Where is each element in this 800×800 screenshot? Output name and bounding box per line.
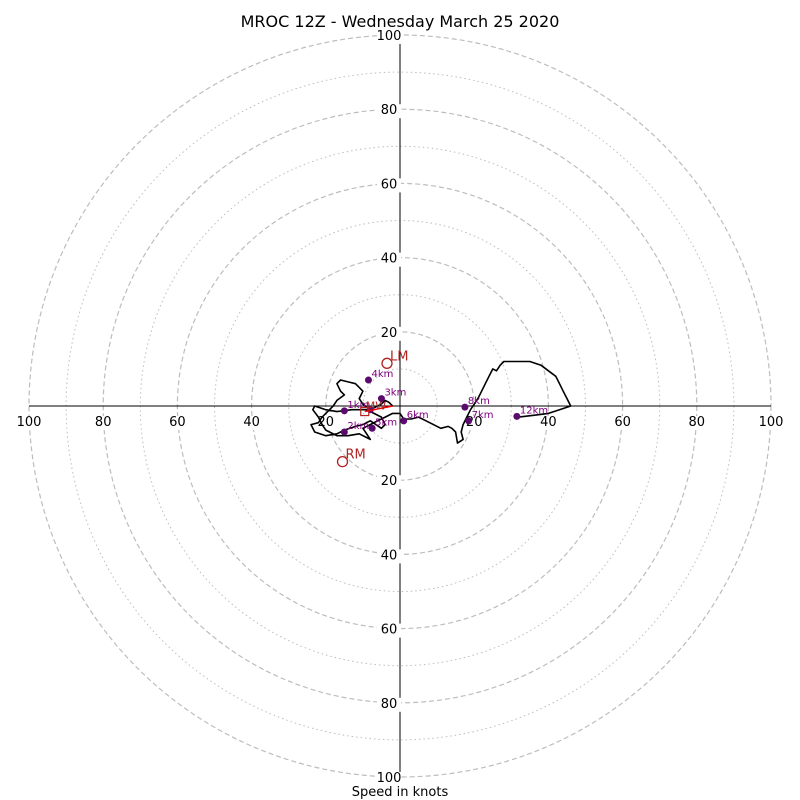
storm-motion-rm-label: RM — [345, 448, 365, 463]
y-tick-top-60-bg — [377, 178, 401, 193]
x-tick-left-80-bg — [91, 416, 116, 430]
x-tick-left-100: 100 — [17, 415, 42, 430]
x-tick-right-80: 80 — [689, 415, 706, 430]
x-tick-left-60-bg — [165, 416, 190, 430]
y-tick-bottom-20-bg — [377, 475, 401, 490]
x-tick-left-40: 40 — [243, 415, 260, 430]
x-tick-right-40: 40 — [540, 415, 557, 430]
height-marker-4km-label: 4km — [371, 369, 393, 380]
x-tick-right-40-bg — [536, 416, 561, 430]
y-tick-top-20-bg — [377, 326, 401, 341]
x-tick-left-40-bg — [239, 416, 264, 430]
y-tick-bottom-60: 60 — [381, 623, 398, 638]
x-tick-left-80: 80 — [95, 415, 112, 430]
height-marker-2km-label: 2km — [347, 421, 369, 432]
x-tick-left-100-bg — [17, 416, 41, 430]
x-tick-right-80-bg — [684, 416, 709, 430]
height-marker-3km — [377, 395, 385, 403]
mean-wind-marker — [360, 406, 370, 417]
x-tick-right-60: 60 — [614, 415, 631, 430]
height-marker-6km — [400, 417, 408, 425]
y-tick-bottom-80: 80 — [381, 697, 398, 712]
x-tick-left-20: 20 — [318, 415, 335, 430]
y-tick-bottom-60-bg — [377, 623, 401, 638]
height-marker-4km — [364, 376, 372, 384]
y-tick-bottom-40: 40 — [381, 548, 398, 563]
height-marker-3km-label: 3km — [384, 388, 406, 399]
height-marker-8km — [461, 403, 469, 411]
y-tick-bottom-40-bg — [377, 549, 401, 564]
height-marker-12km — [513, 412, 521, 420]
x-axis-label: Speed in knots — [352, 785, 449, 800]
y-tick-top-80-bg — [377, 104, 401, 119]
x-tick-right-60-bg — [610, 416, 635, 430]
y-tick-top-40: 40 — [381, 252, 398, 267]
x-tick-right-100-bg — [759, 416, 783, 430]
height-markers: 1km 2km 3km 4km 5km 6km 7km 8km 12km — [340, 369, 548, 436]
y-tick-top-20: 20 — [381, 326, 398, 341]
x-tick-right-100: 100 — [759, 415, 784, 430]
chart-title: MROC 12Z - Wednesday March 25 2020 — [241, 12, 560, 31]
storm-motion-markers: LM RM MW — [336, 349, 408, 468]
y-tick-top-100-bg — [377, 30, 401, 44]
axes — [29, 35, 771, 777]
y-tick-top-80: 80 — [381, 103, 398, 118]
y-tick-top-40-bg — [377, 252, 401, 267]
height-marker-8km-label: 8km — [468, 396, 490, 407]
x-tick-left-60: 60 — [169, 415, 186, 430]
hodograph-trace-line — [310, 360, 572, 444]
height-marker-1km-label: 1km — [347, 400, 369, 411]
height-marker-2km — [340, 428, 348, 436]
height-marker-5km-label: 5km — [375, 417, 397, 428]
height-marker-6km-label: 6km — [407, 410, 429, 421]
height-marker-7km — [465, 417, 473, 425]
height-marker-5km — [368, 424, 376, 432]
height-marker-7km-label: 7km — [472, 410, 494, 421]
tick-labels: 100 80 60 40 20 20 40 60 80 100204060801002040608… — [17, 29, 784, 786]
height-marker-1km — [340, 407, 348, 415]
mean-wind-label: MW — [366, 400, 386, 413]
storm-motion-lm-label: LM — [390, 349, 408, 364]
y-tick-bottom-100-bg — [377, 772, 401, 786]
storm-motion-lm — [381, 357, 393, 369]
wind-trace — [310, 360, 572, 444]
y-tick-bottom-100: 100 — [377, 771, 402, 786]
y-tick-top-100: 100 — [377, 29, 402, 44]
y-tick-bottom-20: 20 — [381, 474, 398, 489]
storm-motion-rm — [336, 455, 349, 468]
y-tick-bottom-80-bg — [377, 697, 401, 712]
height-marker-12km-label: 12km — [520, 405, 548, 416]
y-tick-top-60: 60 — [381, 177, 398, 192]
mean-wind-vector — [364, 405, 393, 413]
